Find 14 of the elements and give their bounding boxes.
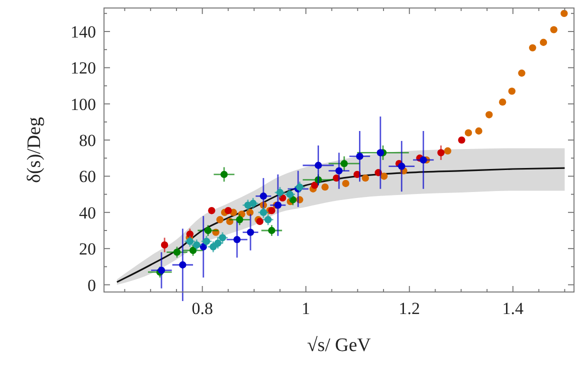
y-tick-label: 140 — [70, 22, 96, 42]
y-tick-label: 80 — [79, 131, 96, 150]
y-tick-label: 0 — [88, 276, 96, 295]
y-axis-title: δ(s)/Deg — [24, 116, 45, 183]
y-tick-label: 100 — [70, 94, 96, 114]
x-tick-label: 1 — [302, 299, 310, 318]
y-tick-label: 120 — [70, 58, 96, 78]
x-axis-title: √s/ GeV — [307, 335, 372, 356]
x-tick-label: 0.8 — [192, 299, 213, 318]
x-tick-label: 1.2 — [398, 299, 420, 318]
y-tick-label: 20 — [79, 240, 96, 259]
x-tick-label: 1.4 — [502, 299, 524, 318]
y-tick-label: 60 — [79, 167, 96, 186]
y-tick-label: 40 — [79, 203, 96, 222]
